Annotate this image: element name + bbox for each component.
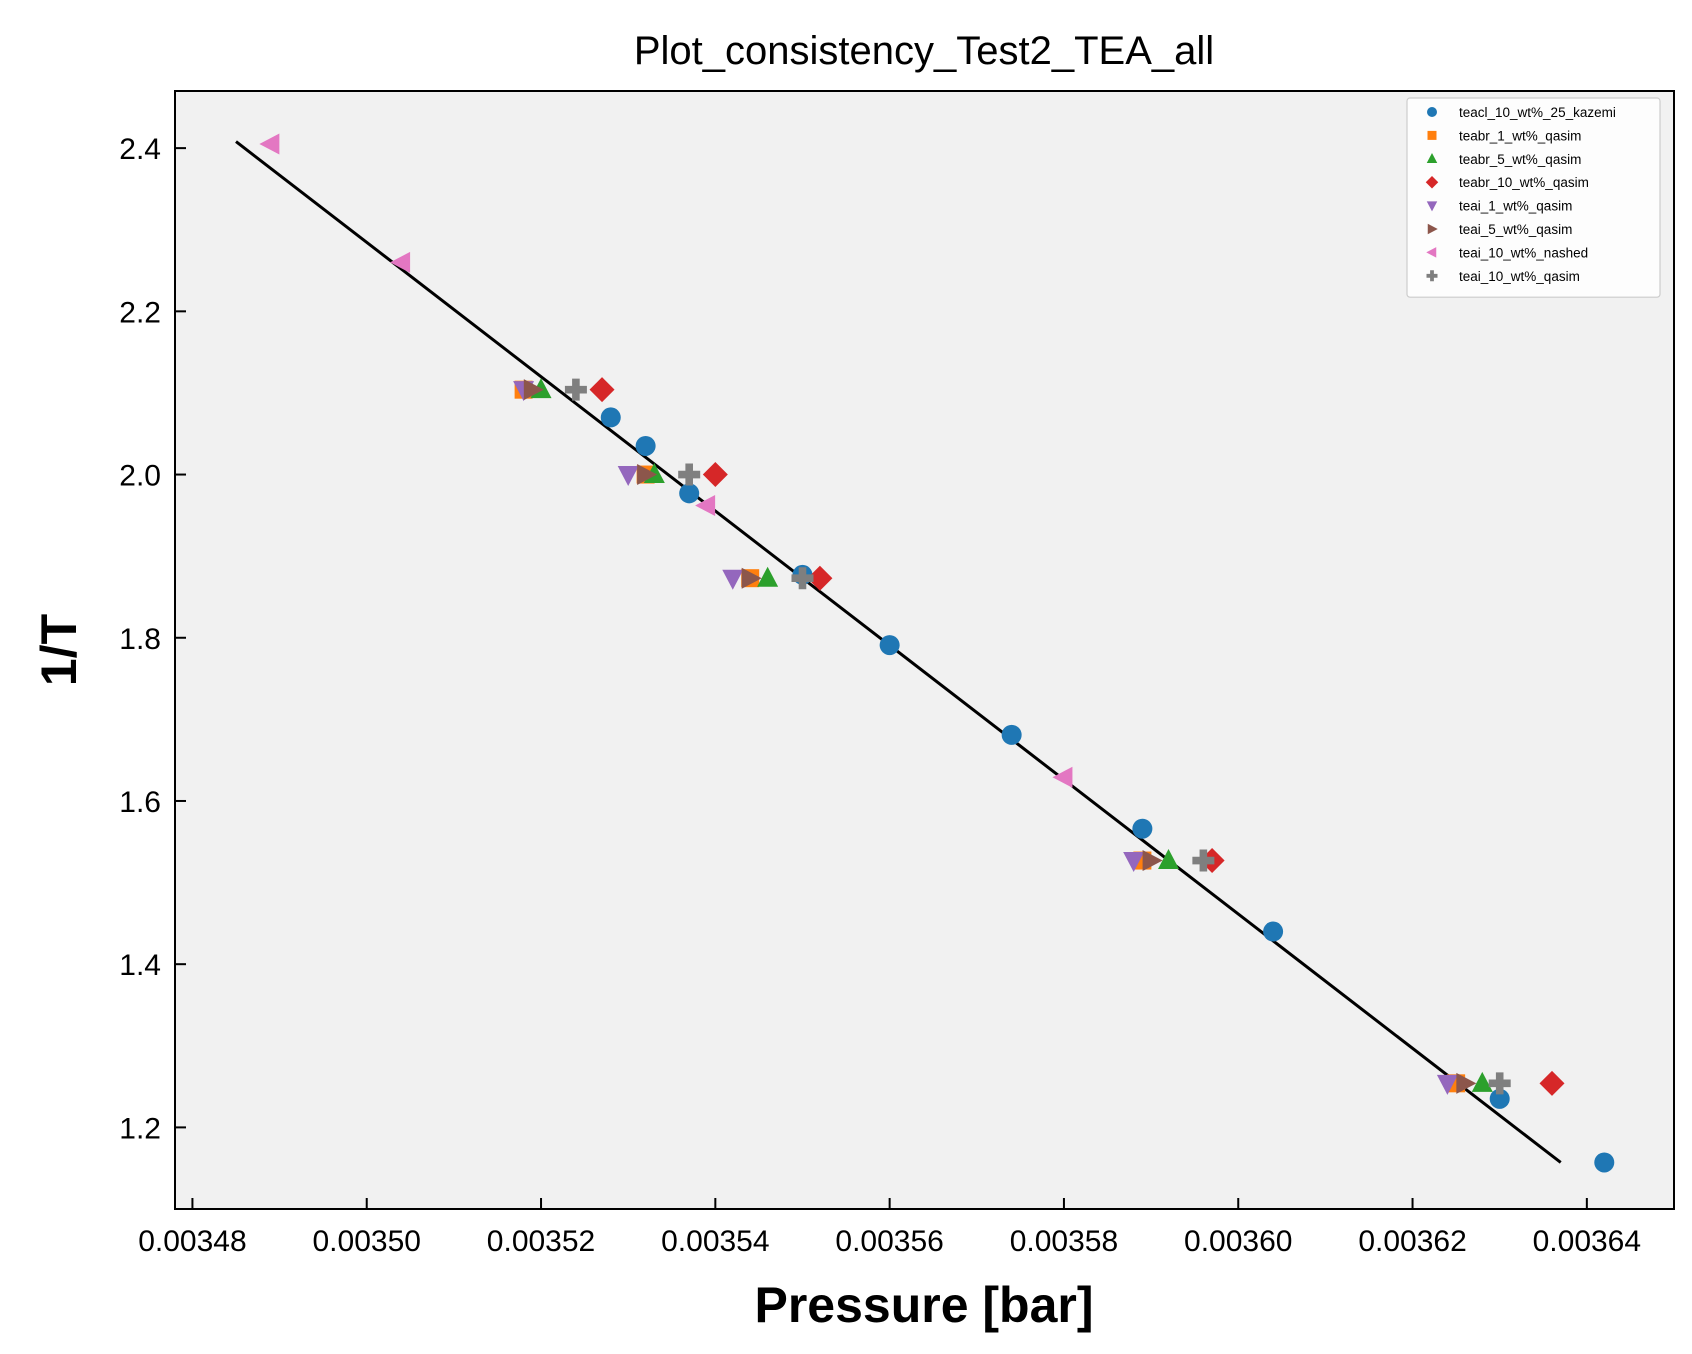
data-point: [259, 133, 280, 155]
data-point: [1489, 1088, 1510, 1109]
x-axis-title: Pressure [bar]: [754, 1277, 1093, 1333]
legend-marker: [1426, 153, 1438, 164]
legend-label: teabr_1_wt%_qasim: [1459, 128, 1581, 143]
data-point: [600, 407, 621, 428]
data-point: [1142, 850, 1163, 872]
data-point: [791, 567, 814, 590]
data-point: [757, 566, 779, 587]
fit-line: [235, 140, 1562, 1164]
legend-entry: teabr_10_wt%_qasim: [1425, 175, 1589, 190]
data-point: [1456, 1072, 1477, 1094]
legend-box: [1406, 97, 1661, 298]
x-tick-label: 0.00350: [313, 1225, 421, 1258]
data-point: [679, 483, 700, 504]
legend-label: teai_1_wt%_qasim: [1459, 199, 1572, 214]
y-tick-label: 1.6: [119, 786, 161, 819]
y-tick-label: 1.4: [119, 949, 161, 982]
legend-marker: [1427, 223, 1438, 235]
data-point: [722, 569, 744, 590]
y-tick-label: 2.0: [119, 460, 161, 493]
data-point: [741, 567, 762, 589]
legend-entry: teai_10_wt%_qasim: [1426, 269, 1580, 284]
y-tick-label: 2.2: [119, 296, 161, 329]
x-tick-label: 0.00364: [1533, 1225, 1641, 1258]
data-point: [589, 377, 615, 403]
x-tick-label: 0.00362: [1358, 1225, 1466, 1258]
legend-entry: teacl_10_wt%_25_kazemi: [1427, 105, 1616, 120]
data-point: [1471, 1071, 1493, 1092]
y-tick-label: 2.4: [119, 133, 161, 166]
data-point: [702, 462, 728, 488]
x-tick-label: 0.00360: [1184, 1225, 1292, 1258]
data-point: [1052, 766, 1073, 788]
data-point: [1192, 849, 1215, 872]
legend-label: teacl_10_wt%_25_kazemi: [1459, 105, 1616, 120]
data-point: [617, 466, 639, 487]
series-7: [564, 378, 1511, 1095]
legend-entry: teai_5_wt%_qasim: [1427, 222, 1572, 237]
legend-marker: [1426, 247, 1437, 258]
data-point: [564, 378, 587, 401]
data-point: [1436, 1074, 1458, 1095]
legend-entry: teabr_1_wt%_qasim: [1427, 128, 1581, 143]
chart-title: Plot_consistency_Test2_TEA_all: [634, 29, 1214, 73]
data-point: [523, 379, 544, 401]
data-point: [1158, 849, 1180, 870]
y-axis-title: 1/T: [31, 614, 87, 686]
legend-marker: [1425, 175, 1439, 189]
x-tick-label: 0.00348: [138, 1225, 246, 1258]
x-tick-label: 0.00356: [835, 1225, 943, 1258]
legend-label: teai_10_wt%_nashed: [1459, 245, 1588, 260]
x-tick-label: 0.00358: [1010, 1225, 1118, 1258]
ticks-layer: 0.00348 0.00350 0.00352 0.00354 0.00356 0.003…: [119, 133, 1641, 1258]
data-point: [1132, 818, 1153, 839]
data-point: [637, 464, 658, 486]
legend-label: teai_5_wt%_qasim: [1459, 222, 1572, 237]
legend-marker: [1426, 201, 1438, 212]
x-tick-label: 0.00352: [487, 1225, 595, 1258]
legend-label: teabr_10_wt%_qasim: [1459, 175, 1589, 190]
legend-label: teabr_5_wt%_qasim: [1459, 152, 1581, 167]
data-point: [879, 635, 900, 656]
data-point: [695, 495, 716, 517]
y-tick-label: 1.2: [119, 1112, 161, 1145]
legend: teacl_10_wt%_25_kazemi teabr_1_wt%_qasimt…: [1406, 97, 1661, 298]
fit-line-layer: [235, 140, 1562, 1164]
data-point: [1123, 852, 1145, 873]
data-point: [678, 463, 701, 486]
data-point: [1001, 724, 1022, 745]
x-tick-label: 0.00354: [661, 1225, 769, 1258]
data-point: [1488, 1072, 1511, 1095]
data-point: [807, 565, 833, 591]
data-point: [1539, 1070, 1565, 1096]
series-5: [523, 379, 1477, 1094]
legend-marker: [1426, 270, 1438, 282]
legend-entry: teabr_5_wt%_qasim: [1426, 152, 1581, 167]
series-6: [259, 133, 1073, 788]
legend-entry: teai_1_wt%_qasim: [1426, 199, 1572, 214]
data-point: [635, 435, 656, 456]
legend-label: teai_10_wt%_qasim: [1459, 269, 1580, 284]
data-point: [390, 251, 411, 273]
legend-marker: [1427, 130, 1437, 140]
y-tick-label: 1.8: [119, 623, 161, 656]
data-point: [1263, 921, 1284, 942]
legend-marker: [1427, 107, 1437, 117]
legend-entry: teai_10_wt%_nashed: [1426, 245, 1588, 260]
plot-frame: [174, 90, 1675, 1210]
data-point: [1594, 1152, 1615, 1173]
points-layer: [259, 133, 1615, 1173]
